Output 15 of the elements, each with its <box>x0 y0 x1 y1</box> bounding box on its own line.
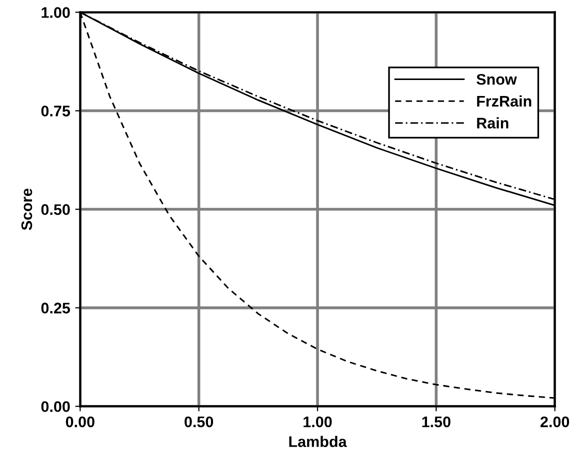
legend-label: FrzRain <box>477 95 532 107</box>
y-tick-label: 0.25 <box>41 302 70 314</box>
x-tick-label: 1.00 <box>304 416 332 428</box>
x-axis-title: Lambda <box>289 436 347 448</box>
y-axis-title: Score <box>21 188 32 230</box>
x-tick-label: 1.50 <box>422 416 450 428</box>
y-tick-label: 0.00 <box>41 401 70 412</box>
x-tick-label: 0.50 <box>184 416 214 428</box>
legend-label: Rain <box>477 117 508 129</box>
x-tick-label: 0.00 <box>66 416 94 428</box>
y-tick-label: 0.75 <box>41 106 70 116</box>
y-tick-label: 0.50 <box>41 204 70 215</box>
x-tick-label: 2.00 <box>540 416 570 428</box>
legend-label: Snow <box>476 74 517 85</box>
y-tick-label: 1.00 <box>42 7 70 18</box>
